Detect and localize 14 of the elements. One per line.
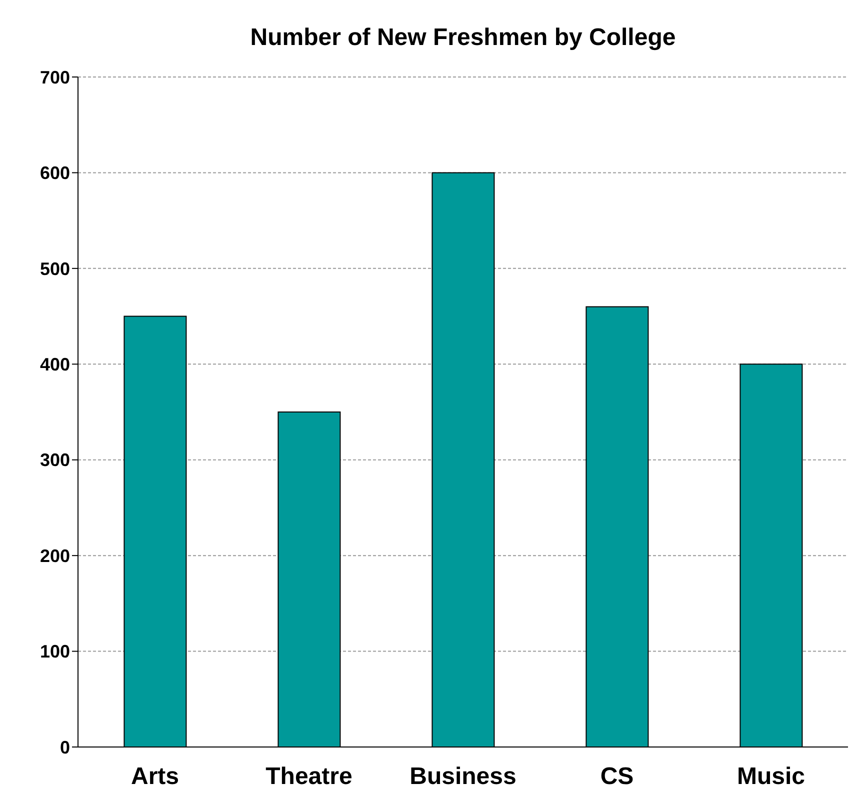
y-tick-label: 400: [40, 354, 70, 375]
chart-title: Number of New Freshmen by College: [249, 24, 677, 52]
y-tick-label: 600: [40, 163, 70, 184]
x-tick-label: Arts: [130, 763, 180, 790]
x-tick-label: Theatre: [266, 763, 352, 790]
y-tick-label: 300: [40, 450, 70, 470]
x-tick-label: CS: [600, 763, 634, 790]
y-tick-label: 500: [40, 258, 70, 279]
x-tick-label: Music: [736, 763, 806, 790]
y-tick-label: 700: [40, 67, 70, 88]
y-tick-label: 0: [60, 737, 70, 758]
y-tick-label: 200: [40, 546, 70, 566]
x-tick-label: Business: [410, 763, 516, 790]
y-tick-label: 100: [40, 642, 70, 662]
